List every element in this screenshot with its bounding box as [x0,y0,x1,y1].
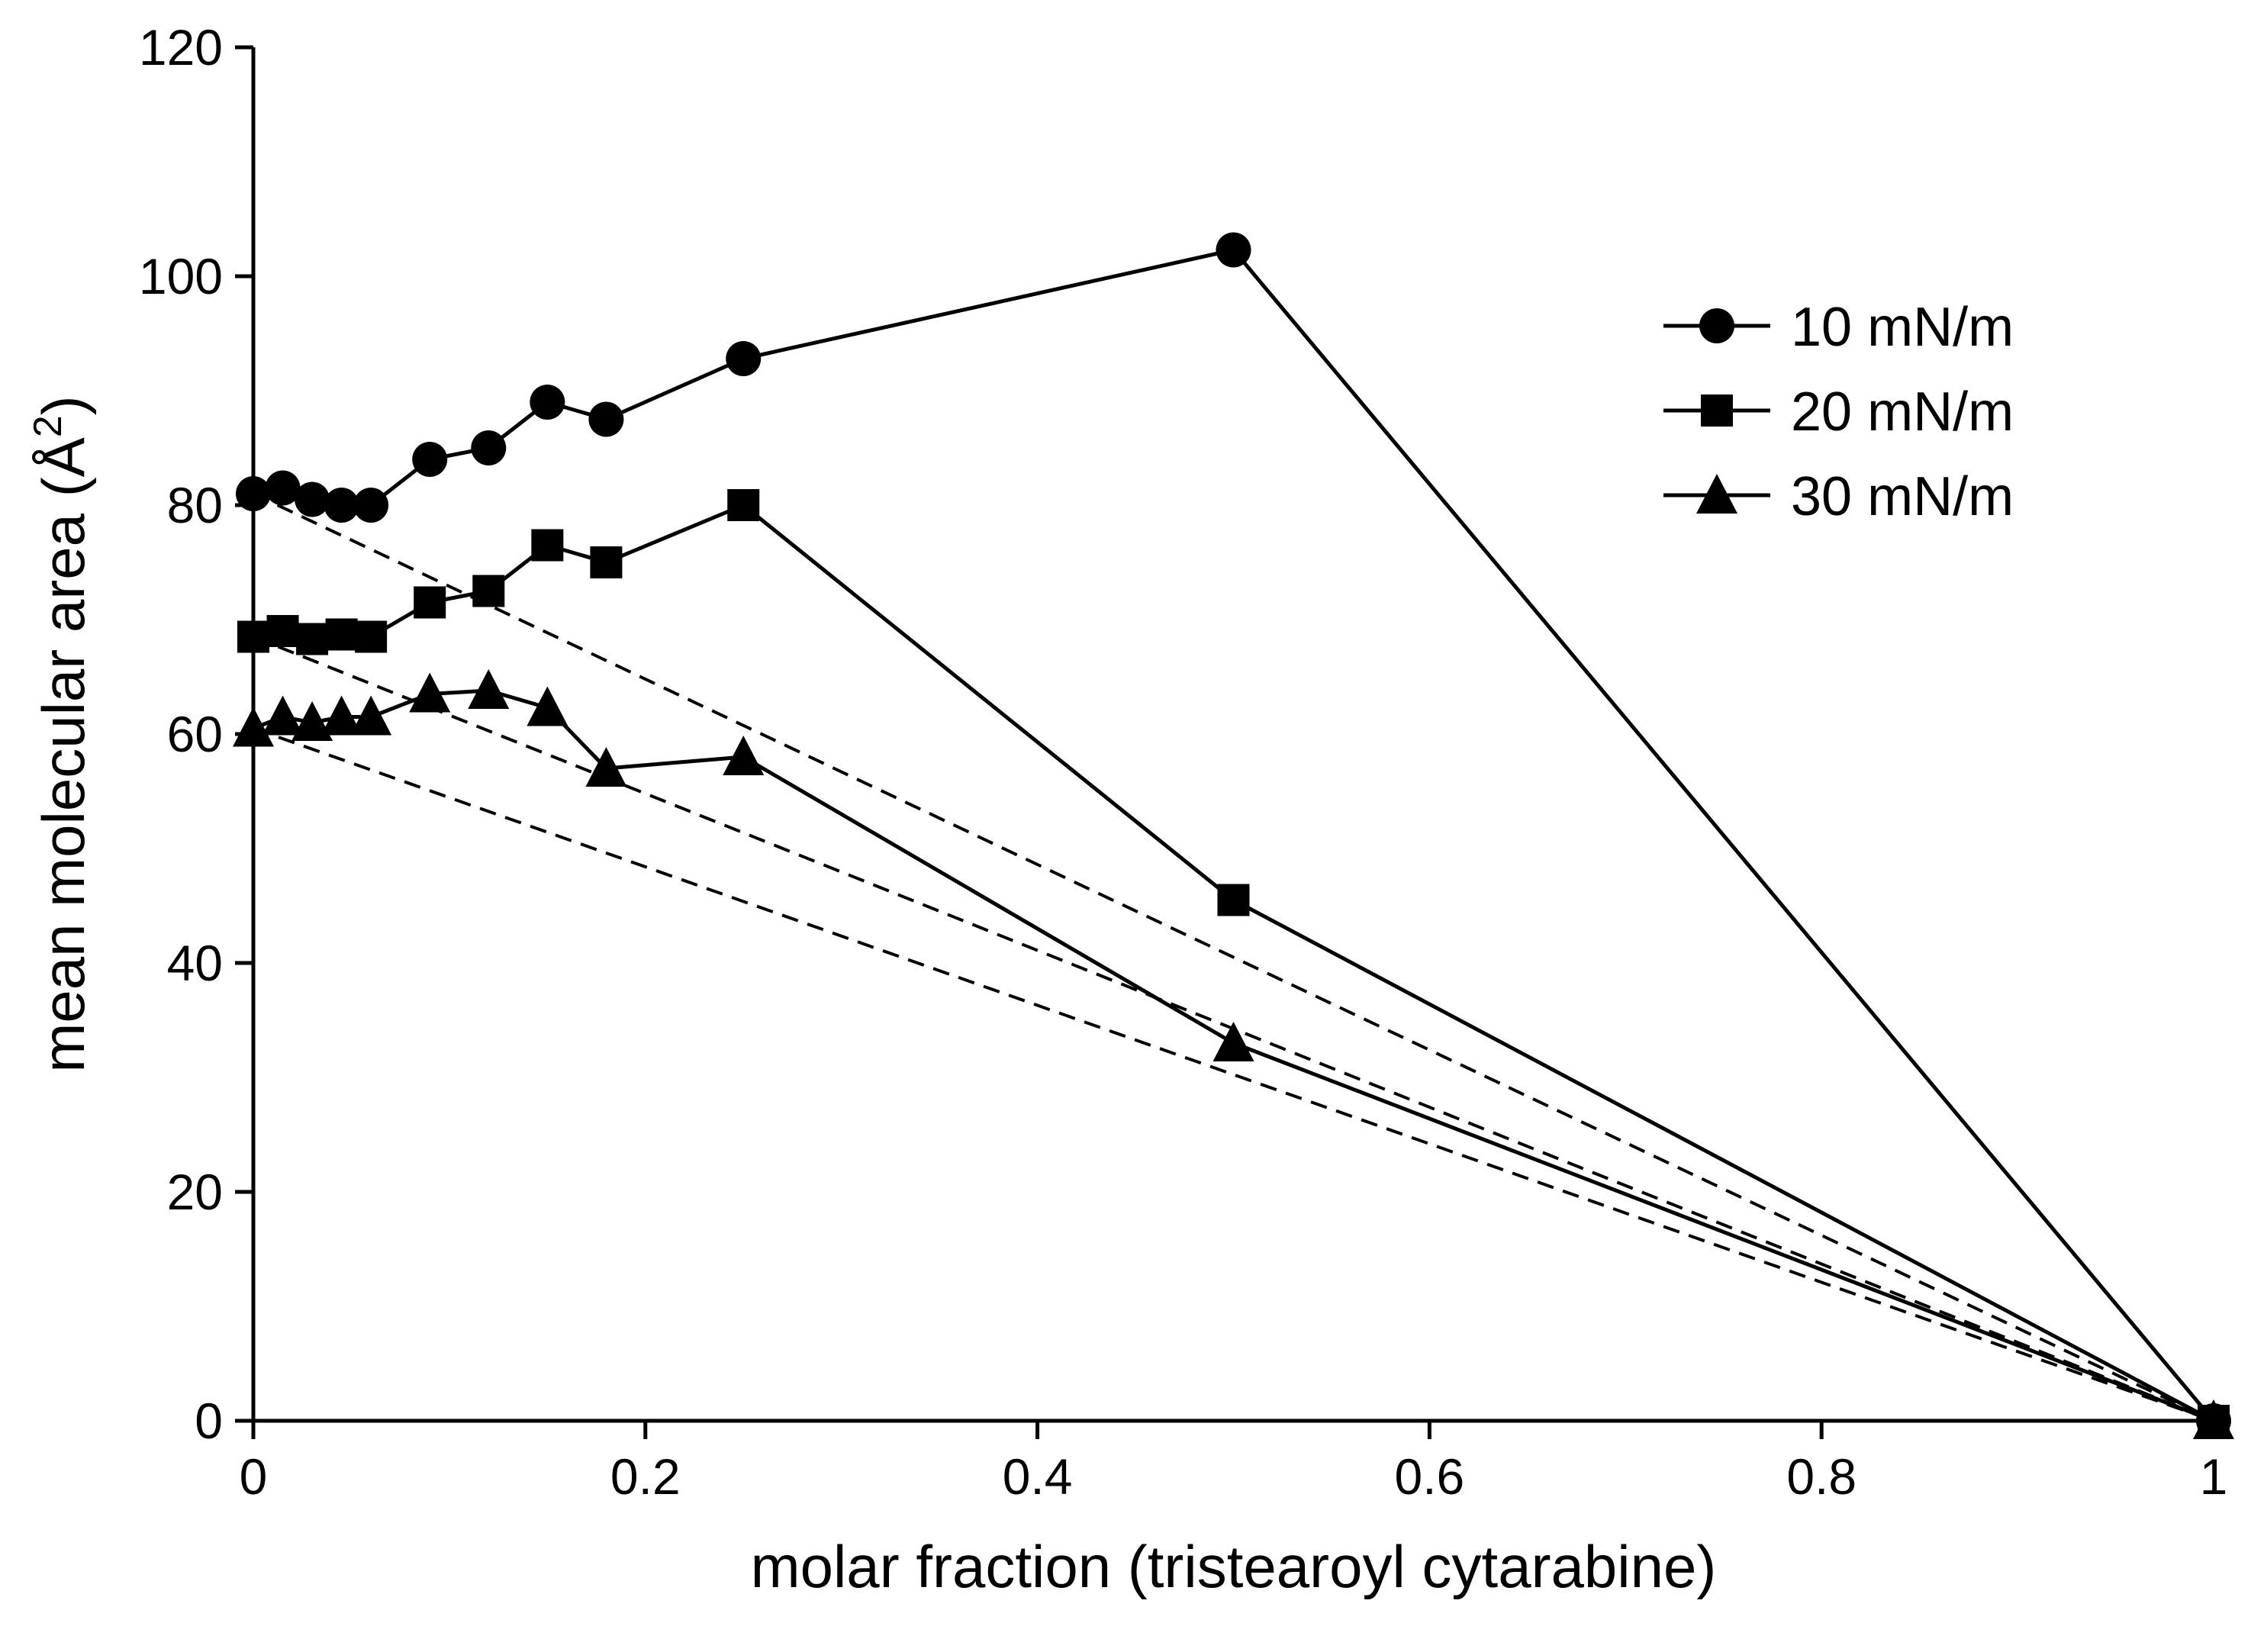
data-point-square [531,529,564,562]
data-point-triangle [468,669,510,709]
x-tick-label: 0.6 [1395,1448,1465,1505]
data-point-square [472,575,505,607]
legend-marker-circle [1699,308,1734,343]
y-tick-label: 80 [167,477,223,533]
y-tick-label: 40 [167,935,223,991]
data-point-triangle [527,686,568,726]
legend: 10 mN/m 20 mN/m 30 mN/m [1663,297,2014,527]
legend-label: 10 mN/m [1791,297,2014,358]
series-10-mn-m [236,232,2231,1438]
legend-item: 30 mN/m [1663,466,2014,527]
series-30-mn-m [233,669,2234,1439]
data-point-circle [1216,232,1251,268]
data-point-square [355,620,388,653]
x-tick-label: 0.2 [610,1448,681,1505]
data-point-triangle [1212,1022,1254,1061]
legend-label: 20 mN/m [1791,382,2014,443]
legend-marker-triangle [1696,474,1737,514]
y-axis-title-close: ) [30,395,97,415]
data-point-circle [265,470,301,506]
x-tick-label: 0 [240,1448,268,1505]
data-point-circle [324,488,359,523]
data-point-triangle [409,672,451,713]
legend-marker-square [1701,394,1733,427]
y-tick-label: 60 [167,706,223,762]
y-tick-label: 20 [167,1164,223,1220]
data-point-square [727,489,760,521]
y-axis-title-superscript: 2 [26,415,70,437]
data-point-circle [530,385,565,420]
data-point-triangle [585,747,627,787]
ideal-lines-layer [253,492,2214,1422]
data-point-circle [471,430,507,465]
legend-item: 10 mN/m [1663,297,2014,358]
y-axis-title: mean molecular area (Å2) [26,395,97,1072]
ideal-line [253,492,2214,1422]
legend-item: 20 mN/m [1663,382,2014,443]
data-point-circle [353,488,389,523]
x-tick-label: 0.8 [1786,1448,1857,1505]
x-axis-title: molar fraction (tristearoyl cytarabine) [751,1533,1717,1600]
data-point-circle [726,341,762,376]
data-point-square [590,546,623,578]
data-point-triangle [320,695,362,736]
y-tick-label: 120 [139,19,223,76]
data-point-square [296,623,329,655]
data-point-triangle [350,695,392,736]
series-20-mn-m [237,489,2230,1437]
data-point-triangle [723,736,765,775]
data-point-square [414,586,446,619]
data-point-square [266,615,299,647]
ideal-line [253,726,2214,1422]
data-point-triangle [291,701,333,741]
data-point-triangle [262,695,304,736]
y-tick-label: 0 [195,1393,223,1449]
data-point-square [325,618,358,651]
series-line [253,503,2215,1423]
data-point-square [1217,884,1250,916]
x-tick-label: 0.4 [1003,1448,1073,1505]
x-tick-label: 1 [2200,1448,2228,1505]
y-tick-label: 100 [139,248,223,304]
ticks-layer: 0 0.2 0.4 0.6 0.8 1 0 20 40 60 80 100 120 [139,19,2227,1505]
series-layer [233,232,2234,1439]
data-point-circle [412,442,448,477]
data-point-circle [295,481,330,517]
y-axis-title-main: mean molecular area (Å [30,437,97,1072]
legend-label: 30 mN/m [1791,466,2014,527]
data-point-circle [588,401,624,437]
